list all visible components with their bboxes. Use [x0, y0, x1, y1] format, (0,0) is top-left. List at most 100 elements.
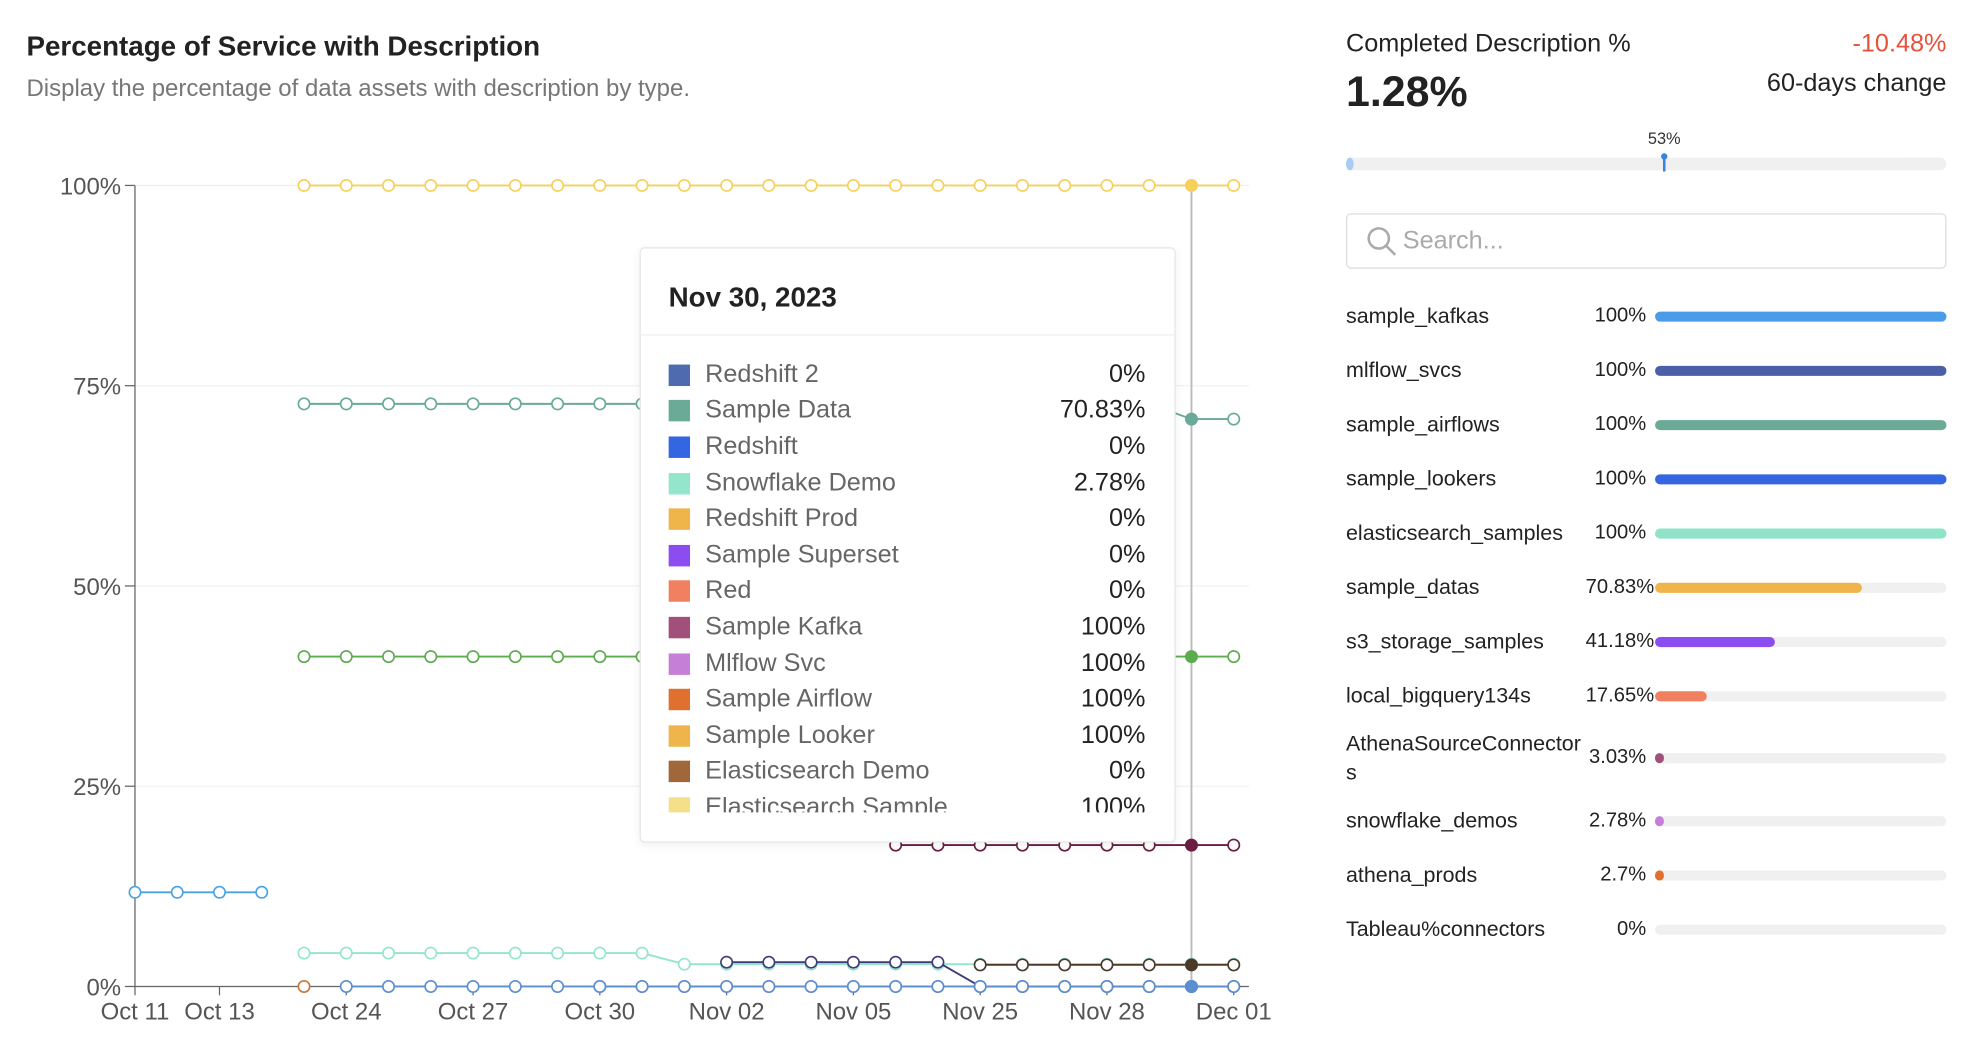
list-row: athena_prods 2.7%	[1346, 848, 1947, 902]
x-tick-label: Oct 11	[101, 998, 170, 1025]
series-value: 0%	[1108, 540, 1146, 569]
bar	[1655, 473, 1947, 484]
point	[804, 955, 818, 969]
list-row: local_bigquery134s 17.65%	[1345, 669, 1947, 723]
point	[508, 979, 522, 993]
tooltip-list: Redshift 2 0% Sample Data 70.83% Redshift 0% S…	[668, 357, 1146, 813]
series-value: 2.78%	[1073, 468, 1146, 497]
progress-fill	[1345, 157, 1354, 171]
series-value: 0%	[1108, 576, 1146, 605]
bar-track	[1655, 365, 1947, 376]
x-tick-label: Nov 05	[815, 998, 891, 1025]
point	[382, 946, 396, 960]
point	[1142, 979, 1156, 993]
bar	[1655, 869, 1664, 880]
tooltip-row: Redshift Prod 0%	[668, 501, 1145, 537]
series-name: Sample Looker	[705, 721, 875, 749]
bar-track	[1655, 815, 1947, 826]
bar-track	[1655, 690, 1947, 701]
service-value: 100%	[1594, 521, 1647, 544]
point	[973, 958, 987, 972]
point	[339, 178, 353, 192]
series-value: 100%	[1080, 793, 1146, 813]
progress-track	[1345, 157, 1947, 171]
point	[297, 946, 311, 960]
list-row: sample_datas 70.83%	[1346, 560, 1947, 614]
point	[466, 178, 480, 192]
point	[677, 178, 691, 192]
service-value: 100%	[1594, 304, 1647, 327]
point	[762, 178, 776, 192]
search-box[interactable]: Search...	[1345, 213, 1947, 269]
point	[1015, 979, 1029, 993]
series-name: Sample Kafka	[705, 613, 863, 641]
point	[297, 979, 311, 993]
tooltip-row: Sample Looker 100%	[668, 718, 1145, 754]
tooltip-row: Redshift 2 0%	[668, 357, 1145, 393]
summary-title: Completed Description %	[1345, 30, 1631, 59]
series-name: Redshift 2	[705, 360, 819, 389]
service-name: elasticsearch_samples	[1345, 520, 1563, 545]
point	[382, 979, 396, 993]
list-row: sample_airflows 100%	[1346, 397, 1947, 451]
series-value: 0%	[1108, 757, 1146, 786]
y-tick-label: 100%	[60, 173, 121, 200]
point	[424, 397, 438, 411]
point	[804, 178, 818, 192]
service-name: sample_kafkas	[1345, 304, 1490, 328]
point	[382, 650, 396, 664]
point	[677, 957, 691, 971]
chart-title: Percentage of Service with Description	[26, 30, 541, 62]
point	[508, 650, 522, 664]
swatch	[668, 761, 691, 783]
swatch	[668, 688, 691, 711]
service-name: Tableau%connectors	[1345, 917, 1546, 942]
point	[1184, 650, 1198, 664]
point	[297, 178, 311, 192]
list-row: Tableau%connectors 0%	[1345, 902, 1947, 956]
point	[1184, 958, 1198, 972]
target-dot	[1661, 153, 1668, 160]
series-value: 100%	[1080, 649, 1146, 677]
point	[762, 979, 776, 993]
point	[1227, 979, 1241, 993]
swatch	[668, 436, 691, 458]
y-tick-label: 25%	[73, 774, 121, 801]
service-name: snowflake_demos	[1345, 808, 1518, 833]
point	[466, 397, 480, 411]
series-name: Sample Airflow	[705, 685, 873, 713]
service-name: local_bigquery134s	[1345, 683, 1531, 708]
service-value: 0%	[1617, 917, 1647, 940]
point	[551, 979, 565, 993]
tooltip-row: Elasticsearch Sample 100%	[668, 790, 1146, 813]
series-name: Snowflake Demo	[705, 468, 896, 497]
point	[466, 946, 480, 960]
bar-track	[1655, 869, 1947, 880]
point	[1015, 958, 1029, 972]
series-name: Mlflow Svc	[705, 649, 826, 677]
point	[804, 979, 818, 993]
series-value: 70.83%	[1059, 396, 1146, 425]
series-value: 0%	[1108, 432, 1146, 461]
point	[213, 885, 226, 899]
bar-track	[1655, 419, 1947, 430]
point	[424, 979, 438, 993]
list-row: sample_kafkas 100%	[1345, 289, 1947, 343]
point	[551, 650, 565, 664]
bar	[1655, 582, 1862, 593]
point	[1227, 650, 1241, 664]
point	[593, 650, 607, 664]
series-value: 100%	[1080, 685, 1146, 713]
service-value: 100%	[1594, 358, 1647, 381]
x-tick-label: Nov 25	[942, 998, 1018, 1025]
summary-value: 1.28%	[1345, 68, 1468, 117]
swatch	[668, 725, 691, 747]
service-name: AthenaSourceConnectors	[1345, 731, 1581, 785]
point	[635, 946, 649, 960]
service-value: 17.65%	[1585, 684, 1655, 706]
bar	[1655, 310, 1947, 322]
point	[382, 397, 396, 411]
point	[889, 178, 903, 192]
bar	[1655, 753, 1664, 764]
x-tick-label: Oct 27	[438, 998, 509, 1025]
